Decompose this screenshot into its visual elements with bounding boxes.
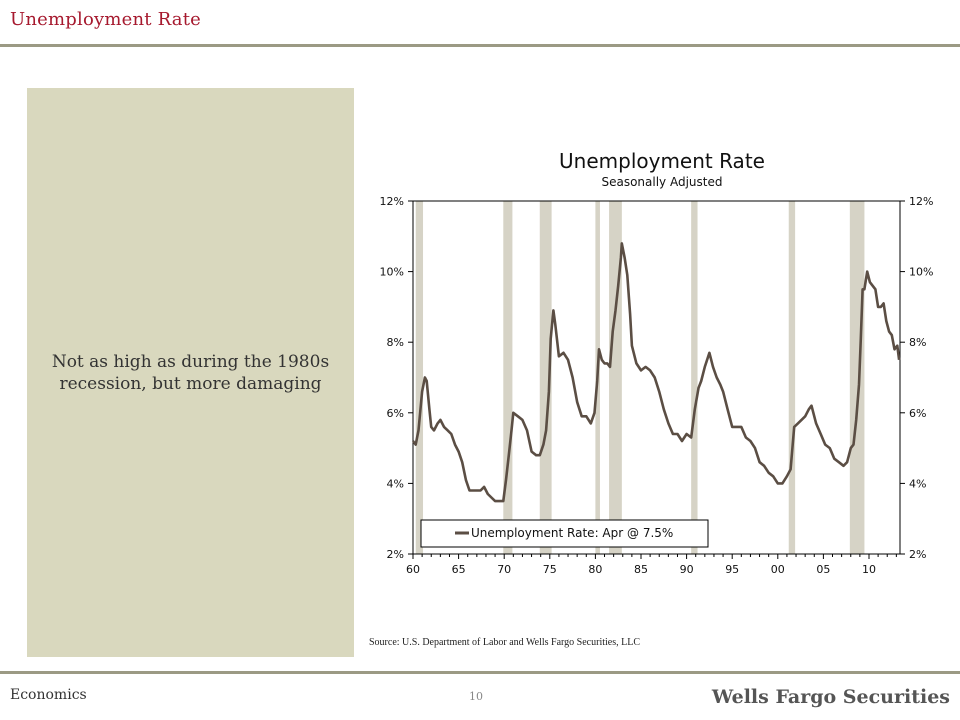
chart-subtitle: Seasonally Adjusted [601, 175, 722, 189]
source-note: Source: U.S. Department of Labor and Wel… [369, 637, 640, 648]
recession-band [691, 201, 698, 554]
recession-band [415, 201, 424, 554]
y-tick-label-right: 2% [909, 548, 926, 561]
x-tick-label: 65 [452, 563, 466, 576]
y-tick-label-right: 6% [909, 407, 926, 420]
slide-title: Unemployment Rate [10, 9, 202, 30]
y-tick-label-left: 12% [380, 195, 404, 208]
page-number: 10 [469, 690, 483, 703]
unemployment-chart: Unemployment Rate Seasonally Adjusted 2%… [380, 149, 934, 576]
x-tick-label: 75 [543, 563, 557, 576]
y-tick-label-right: 10% [909, 266, 933, 279]
x-tick-label: 60 [406, 563, 420, 576]
legend-label: Unemployment Rate: Apr @ 7.5% [471, 526, 673, 540]
y-tick-label-left: 10% [380, 266, 404, 279]
y-tick-label-right: 4% [909, 477, 926, 490]
x-tick-label: 95 [725, 563, 739, 576]
y-tick-label-left: 8% [387, 336, 404, 349]
x-tick-label: 00 [771, 563, 785, 576]
x-tick-label: 05 [816, 563, 830, 576]
recession-band [788, 201, 796, 554]
header-rule [0, 44, 960, 47]
chart-area: Unemployment Rate Seasonally Adjusted 2%… [354, 140, 960, 590]
plot-frame [412, 200, 901, 555]
y-tick-label-right: 8% [909, 336, 926, 349]
commentary-text: Not as high as during the 1980s recessio… [51, 351, 330, 394]
footer-rule [0, 671, 960, 674]
x-tick-label: 85 [634, 563, 648, 576]
x-tick-label: 80 [588, 563, 602, 576]
y-tick-label-left: 2% [387, 548, 404, 561]
footer-section: Economics [10, 687, 87, 703]
x-tick-label: 70 [497, 563, 511, 576]
series-line-unemployment [411, 242, 901, 503]
y-tick-label-right: 12% [909, 195, 933, 208]
y-tick-label-left: 6% [387, 407, 404, 420]
x-tick-label: 90 [680, 563, 694, 576]
recession-band [849, 201, 865, 554]
commentary-panel: Not as high as during the 1980s recessio… [27, 88, 354, 657]
brand-logo: Wells Fargo Securities [711, 686, 950, 708]
x-tick-label: 10 [862, 563, 876, 576]
y-tick-label-left: 4% [387, 477, 404, 490]
recession-band [503, 201, 513, 554]
chart-title: Unemployment Rate [559, 149, 765, 173]
recession-band [539, 201, 552, 554]
